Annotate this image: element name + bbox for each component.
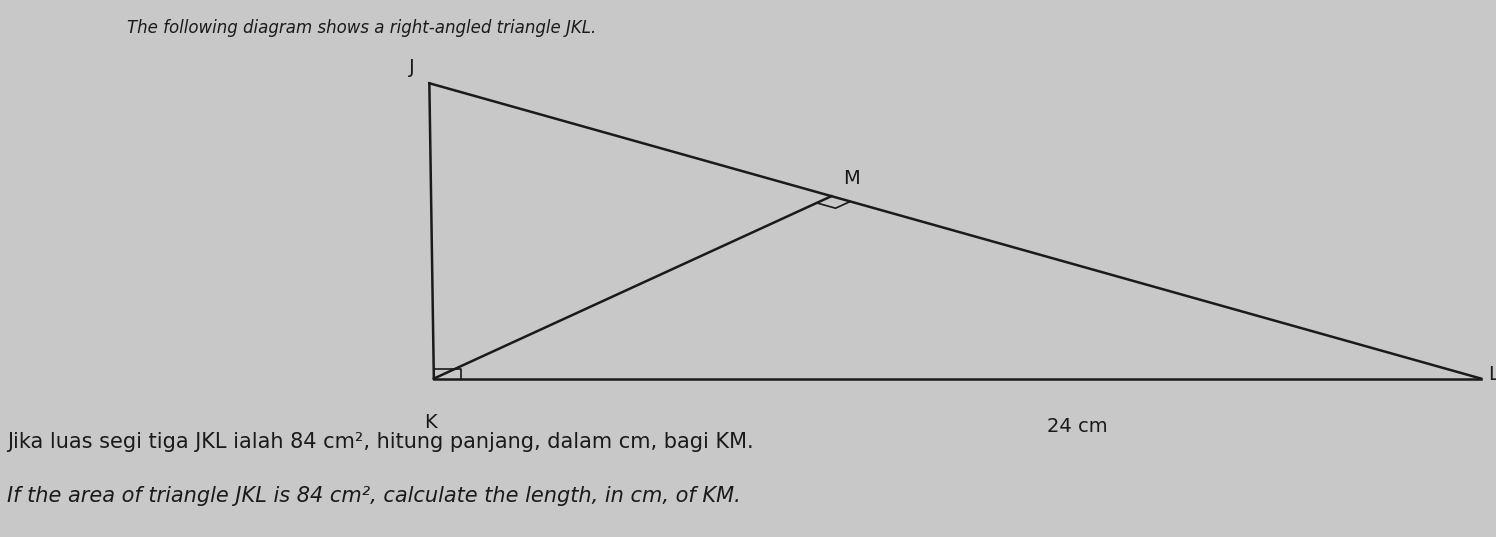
Text: M: M <box>844 169 860 188</box>
Text: Jika luas segi tiga JKL ialah 84 cm², hitung panjang, dalam cm, bagi KM.: Jika luas segi tiga JKL ialah 84 cm², hi… <box>7 432 754 452</box>
Text: K: K <box>425 413 437 432</box>
Text: L: L <box>1489 365 1496 384</box>
Text: If the area of triangle JKL is 84 cm², calculate the length, in cm, of KM.: If the area of triangle JKL is 84 cm², c… <box>7 486 741 506</box>
Text: 24 cm: 24 cm <box>1047 417 1107 437</box>
Text: J: J <box>408 58 414 77</box>
Text: The following diagram shows a right-angled triangle JKL.: The following diagram shows a right-angl… <box>127 19 597 37</box>
